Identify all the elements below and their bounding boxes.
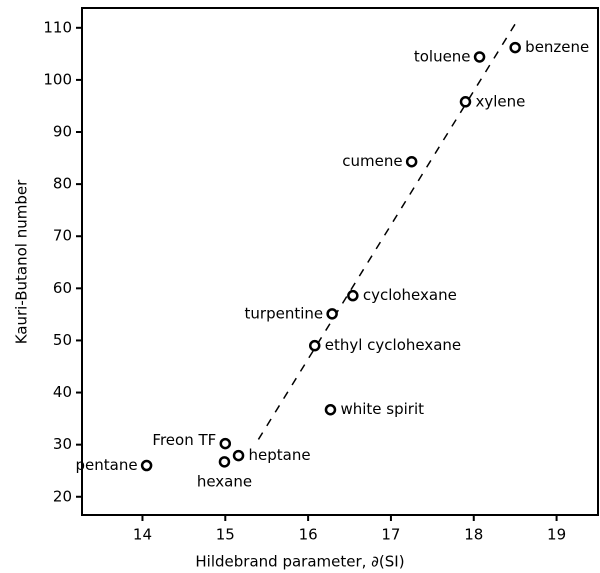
point-label: benzene (525, 38, 589, 56)
point-label: turpentine (245, 304, 324, 322)
y-axis-title: Kauri-Butanol number (13, 179, 31, 344)
point-label: toluene (414, 47, 471, 65)
point-label: hexane (197, 472, 252, 490)
x-tick-label: 19 (547, 526, 566, 544)
point-label: ethyl cyclohexane (325, 336, 461, 354)
point-label: white spirit (340, 400, 424, 418)
y-tick-label: 80 (53, 175, 72, 193)
trend-line (257, 19, 519, 440)
y-tick-label: 110 (43, 18, 72, 36)
point (509, 41, 521, 54)
plot-frame (81, 7, 599, 516)
point (219, 437, 232, 450)
point (405, 155, 418, 168)
y-tick-label: 30 (53, 435, 72, 453)
point (308, 339, 321, 352)
x-tick-label: 14 (133, 526, 152, 544)
point-label: xylene (475, 92, 525, 110)
x-tick-label: 16 (299, 526, 318, 544)
y-tick-label: 20 (53, 487, 72, 505)
point (218, 456, 231, 468)
point (459, 96, 472, 108)
point-label: Freon TF (152, 431, 216, 449)
point (324, 403, 337, 416)
x-tick-label: 18 (464, 526, 483, 544)
y-tick-label: 100 (43, 70, 72, 88)
x-tick-label: 17 (381, 526, 400, 544)
point-label: cyclohexane (363, 286, 457, 304)
y-tick-label: 60 (53, 279, 72, 297)
x-axis-title: Hildebrand parameter, ∂(SI) (195, 553, 404, 571)
point-label: heptane (249, 446, 311, 464)
point (232, 449, 245, 462)
point (140, 459, 153, 472)
point (326, 308, 338, 320)
y-tick-label: 40 (53, 383, 72, 401)
point-label: pentane (76, 456, 138, 474)
point (473, 51, 486, 63)
y-tick-label: 50 (53, 331, 72, 349)
y-tick-label: 90 (53, 123, 72, 141)
y-tick-label: 70 (53, 227, 72, 245)
point-label: cumene (342, 152, 402, 170)
point (347, 289, 359, 302)
x-tick-label: 15 (216, 526, 235, 544)
